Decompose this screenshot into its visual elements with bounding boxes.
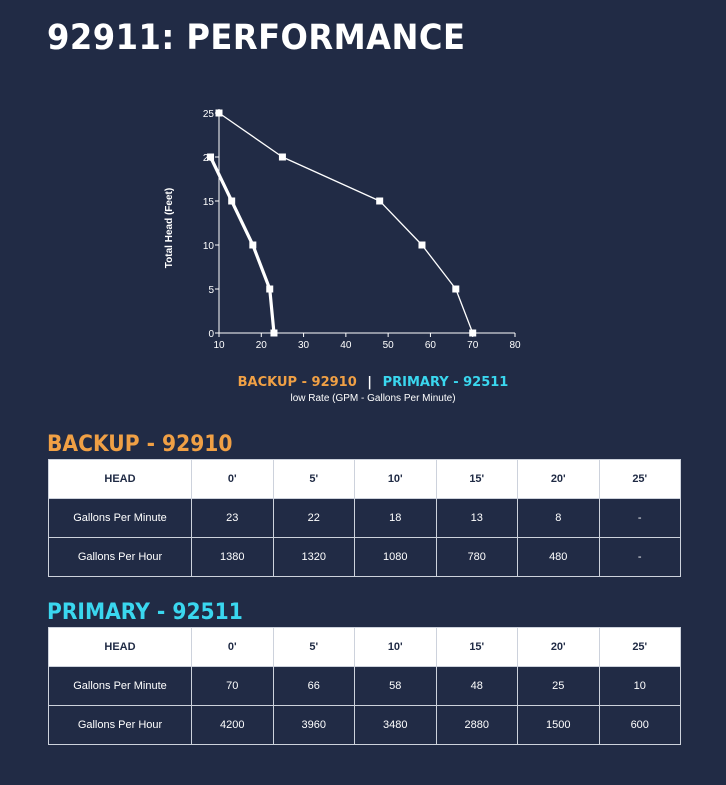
table-cell: 1500 (517, 705, 600, 745)
table-row: Gallons Per Hour 4200 3960 3480 2880 150… (48, 705, 681, 745)
data-point-primary-92511 (418, 241, 426, 249)
table-cell: Gallons Per Hour (48, 537, 192, 577)
y-tick-label: 15 (203, 197, 215, 208)
table-cell: 1380 (191, 537, 274, 577)
table-cell: 3480 (354, 705, 437, 745)
table-header-cell: 20' (517, 459, 600, 499)
table-row: Gallons Per Minute 23 22 18 13 8 - (48, 498, 681, 538)
y-tick-label: 10 (203, 241, 215, 252)
table-header-cell: 20' (517, 627, 600, 667)
y-tick-label: 5 (208, 285, 214, 296)
table-header-cell: 5' (272, 459, 355, 499)
x-tick-label: 10 (213, 340, 225, 351)
table-cell: 4200 (191, 705, 274, 745)
x-tick-label: 30 (298, 340, 310, 351)
table-cell: 1080 (354, 537, 437, 577)
table-cell: 18 (354, 498, 437, 538)
table-header-cell: 25' (598, 459, 681, 499)
table-row: Gallons Per Minute 70 66 58 48 25 10 (48, 666, 681, 706)
table-cell: 13 (435, 498, 518, 538)
table-header-row: HEAD 0' 5' 10' 15' 20' 25' (48, 459, 681, 499)
table-cell: 8 (517, 498, 600, 538)
table-header-cell: 10' (354, 459, 437, 499)
table-cell: 58 (354, 666, 437, 706)
y-tick-label: 25 (203, 109, 215, 120)
table-cell: Gallons Per Minute (48, 666, 192, 706)
table-cell: Gallons Per Minute (48, 498, 192, 538)
table-header-cell: 0' (191, 459, 274, 499)
table-row: Gallons Per Hour 1380 1320 1080 780 480 … (48, 537, 681, 577)
backup-performance-table: HEAD 0' 5' 10' 15' 20' 25' Gallons Per M… (48, 459, 681, 577)
primary-performance-table: HEAD 0' 5' 10' 15' 20' 25' Gallons Per M… (48, 627, 681, 745)
table-cell: 3960 (272, 705, 355, 745)
table-header-cell: 0' (191, 627, 274, 667)
table-cell: Gallons Per Hour (48, 705, 192, 745)
data-point-backup-92910 (249, 241, 257, 249)
table-cell: 780 (435, 537, 518, 577)
chart-axes: 10203040506070800510152025 (203, 109, 521, 351)
table-header-cell: 5' (272, 627, 355, 667)
table-header-cell: 15' (435, 459, 518, 499)
data-point-backup-92910 (228, 197, 236, 205)
x-tick-label: 50 (383, 340, 395, 351)
y-axis-label: Total Head (Feet) (164, 188, 175, 268)
y-tick-label: 0 (208, 329, 214, 340)
data-point-primary-92511 (215, 109, 223, 117)
table-cell: 23 (191, 498, 274, 538)
data-point-primary-92511 (278, 153, 286, 161)
legend-separator: | (367, 375, 372, 390)
x-tick-label: 80 (509, 340, 521, 351)
table-cell: 22 (272, 498, 355, 538)
x-tick-label: 40 (340, 340, 352, 351)
table-cell: 2880 (435, 705, 518, 745)
x-tick-label: 70 (467, 340, 479, 351)
table-cell: - (598, 498, 681, 538)
series-line-primary-92511 (218, 112, 474, 334)
primary-section-title: PRIMARY - 92511 (47, 600, 243, 625)
table-cell: 48 (435, 666, 518, 706)
legend-backup-label: BACKUP - 92910 (238, 375, 357, 390)
table-cell: 480 (517, 537, 600, 577)
data-point-primary-92511 (469, 329, 477, 337)
page-title: 92911: PERFORMANCE (47, 18, 466, 58)
x-tick-label: 20 (256, 340, 268, 351)
x-tick-label: 60 (425, 340, 437, 351)
chart-legend: BACKUP - 92910 | PRIMARY - 92511 (238, 375, 509, 390)
table-header-cell: 15' (435, 627, 518, 667)
table-header-cell: 10' (354, 627, 437, 667)
data-point-backup-92910 (207, 153, 215, 161)
legend-primary-label: PRIMARY - 92511 (383, 375, 509, 390)
backup-section-title: BACKUP - 92910 (47, 432, 233, 457)
table-cell: 1320 (272, 537, 355, 577)
performance-chart: 10203040506070800510152025 Total Head (F… (164, 109, 521, 404)
data-point-primary-92511 (376, 197, 384, 205)
chart-series (207, 109, 477, 337)
table-cell: 66 (272, 666, 355, 706)
table-cell: 600 (598, 705, 681, 745)
data-point-primary-92511 (452, 285, 460, 293)
table-cell: 10 (598, 666, 681, 706)
table-cell: 25 (517, 666, 600, 706)
table-cell: 70 (191, 666, 274, 706)
data-point-backup-92910 (266, 285, 274, 293)
table-cell: - (598, 537, 681, 577)
table-header-cell: HEAD (48, 459, 192, 499)
table-header-cell: 25' (598, 627, 681, 667)
series-line-backup-92910 (209, 156, 276, 334)
x-axis-label: low Rate (GPM - Gallons Per Minute) (290, 393, 455, 404)
table-header-cell: HEAD (48, 627, 192, 667)
data-point-backup-92910 (270, 329, 278, 337)
table-header-row: HEAD 0' 5' 10' 15' 20' 25' (48, 627, 681, 667)
